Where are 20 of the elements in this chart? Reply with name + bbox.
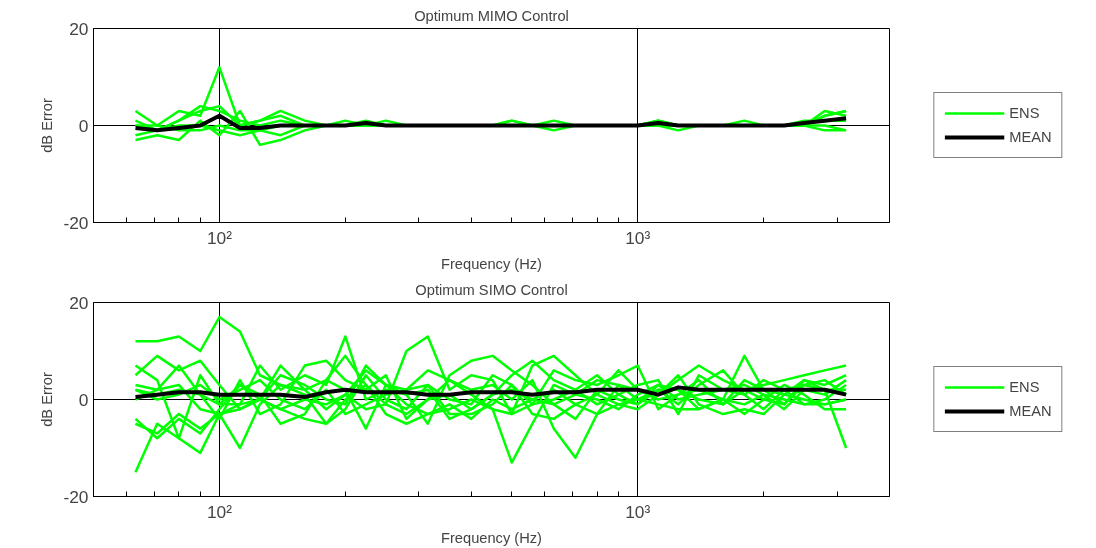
x-axis-title: Frequency (Hz) [441, 529, 542, 546]
y-axis-title: dB Error [39, 98, 56, 153]
x-axis-title: Frequency (Hz) [441, 255, 542, 272]
y-tick-label: -20 [63, 486, 89, 507]
chart-title: Optimum SIMO Control [415, 281, 568, 298]
y-tick-label: 20 [69, 292, 89, 313]
legend-label: MEAN [1009, 403, 1052, 419]
x-tick-label: 10² [206, 501, 233, 522]
x-tick-label: 10² [206, 227, 233, 248]
legend-label: ENS [1009, 105, 1040, 121]
x-tick-label: 10³ [625, 227, 651, 248]
y-tick-label: 0 [78, 115, 89, 136]
legend-label: ENS [1009, 379, 1040, 395]
y-axis-title: dB Error [39, 372, 56, 427]
y-tick-label: -20 [63, 212, 89, 233]
legend-label: MEAN [1009, 129, 1052, 145]
chart-title: Optimum MIMO Control [414, 7, 569, 24]
y-tick-label: 0 [78, 389, 89, 410]
x-tick-label: 10³ [625, 501, 651, 522]
y-tick-label: 20 [69, 18, 89, 39]
